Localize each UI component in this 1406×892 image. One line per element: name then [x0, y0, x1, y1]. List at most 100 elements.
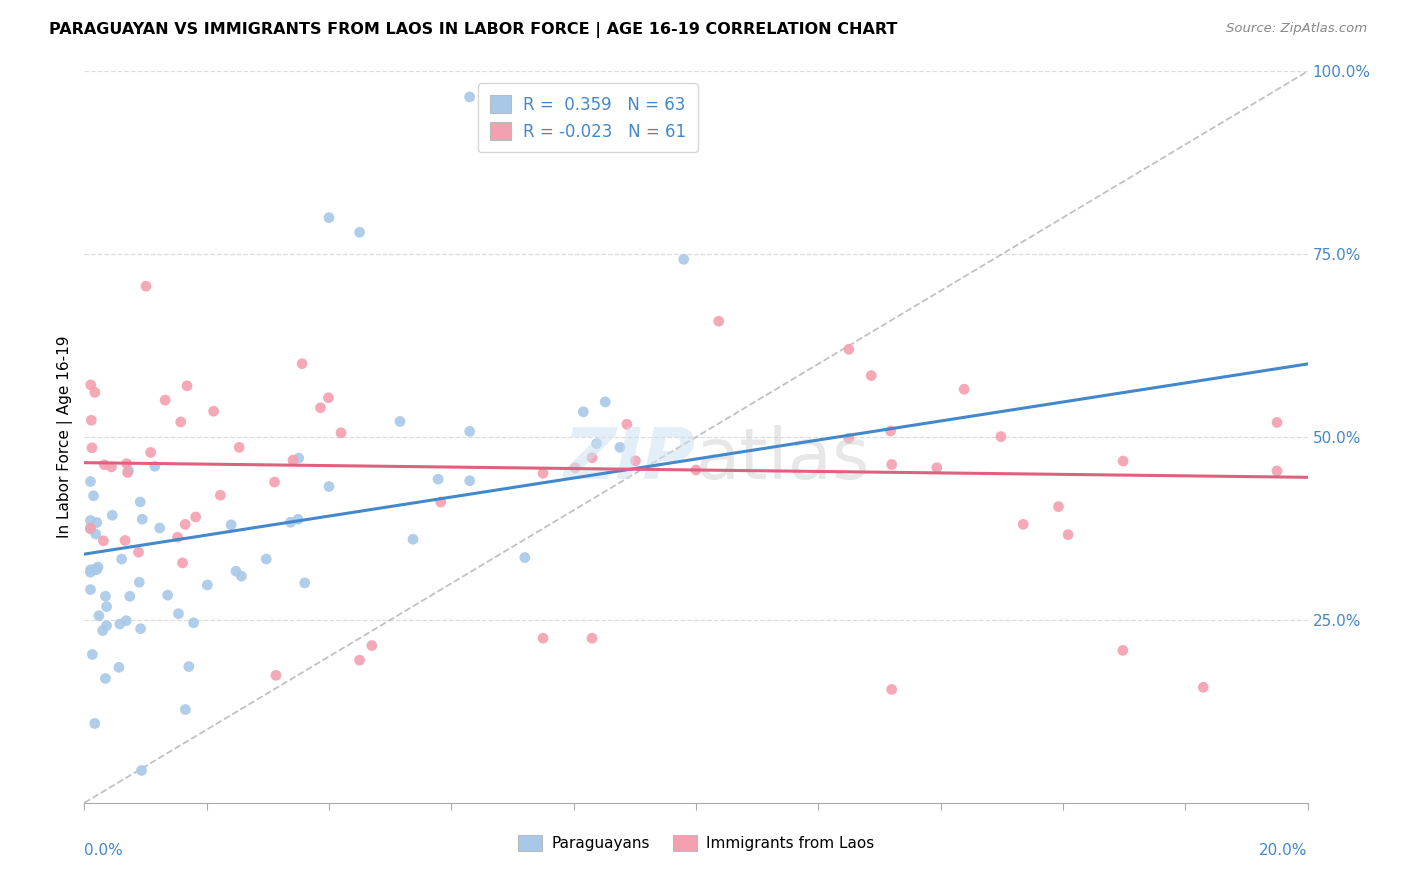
- Point: [167, 607, 190, 621]
- Point: [82, 648, 104, 662]
- Point: [349, 225, 371, 239]
- Point: [838, 431, 860, 445]
- Point: [624, 454, 647, 468]
- Point: [581, 450, 603, 465]
- Point: [117, 466, 139, 480]
- Point: [609, 440, 631, 454]
- Point: [115, 457, 138, 471]
- Point: [117, 464, 139, 478]
- Point: [228, 441, 250, 455]
- Point: [672, 252, 695, 267]
- Point: [564, 461, 586, 475]
- Point: [513, 550, 536, 565]
- Point: [572, 405, 595, 419]
- Point: [990, 429, 1012, 443]
- Point: [458, 90, 481, 104]
- Point: [429, 495, 451, 509]
- Point: [280, 515, 302, 529]
- Point: [287, 512, 309, 526]
- Point: [100, 459, 122, 474]
- Point: [1012, 517, 1035, 532]
- Point: [83, 385, 105, 400]
- Point: [707, 314, 730, 328]
- Point: [458, 474, 481, 488]
- Point: [96, 599, 118, 614]
- Point: [94, 589, 117, 603]
- Point: [287, 451, 309, 466]
- Point: [170, 415, 193, 429]
- Point: [108, 660, 131, 674]
- Point: [80, 378, 103, 392]
- Point: [79, 563, 101, 577]
- Point: [838, 343, 860, 357]
- Point: [83, 562, 105, 576]
- Point: [209, 488, 232, 502]
- Point: [231, 569, 253, 583]
- Point: [96, 618, 118, 632]
- Point: [1265, 464, 1288, 478]
- Point: [531, 467, 554, 481]
- Point: [83, 489, 105, 503]
- Point: [1192, 681, 1215, 695]
- Point: [879, 424, 901, 438]
- Point: [349, 653, 371, 667]
- Point: [1057, 527, 1080, 541]
- Point: [128, 575, 150, 590]
- Point: [139, 445, 162, 459]
- Point: [219, 517, 242, 532]
- Point: [291, 357, 314, 371]
- Point: [184, 510, 207, 524]
- Point: [616, 417, 638, 432]
- Point: [87, 560, 110, 574]
- Text: 0.0%: 0.0%: [84, 843, 124, 858]
- Point: [79, 522, 101, 536]
- Point: [880, 458, 903, 472]
- Point: [79, 514, 101, 528]
- Point: [110, 552, 132, 566]
- Point: [166, 530, 188, 544]
- Point: [183, 615, 205, 630]
- Point: [318, 391, 340, 405]
- Point: [294, 575, 316, 590]
- Point: [143, 459, 166, 474]
- Point: [177, 659, 200, 673]
- Point: [264, 668, 287, 682]
- Point: [318, 479, 340, 493]
- Point: [129, 622, 152, 636]
- Point: [309, 401, 332, 415]
- Point: [80, 441, 103, 455]
- Point: [108, 617, 131, 632]
- Point: [953, 382, 976, 396]
- Point: [281, 453, 304, 467]
- Point: [176, 378, 198, 392]
- Point: [115, 614, 138, 628]
- Point: [531, 632, 554, 646]
- Point: [202, 404, 225, 418]
- Point: [131, 512, 153, 526]
- Point: [129, 495, 152, 509]
- Point: [174, 517, 197, 532]
- Point: [925, 460, 948, 475]
- Point: [149, 521, 172, 535]
- Point: [114, 533, 136, 548]
- Text: 20.0%: 20.0%: [1260, 843, 1308, 858]
- Point: [174, 702, 197, 716]
- Point: [79, 475, 101, 489]
- Point: [91, 624, 114, 638]
- Point: [93, 458, 115, 472]
- Point: [585, 436, 607, 450]
- Point: [360, 639, 382, 653]
- Text: PARAGUAYAN VS IMMIGRANTS FROM LAOS IN LABOR FORCE | AGE 16-19 CORRELATION CHART: PARAGUAYAN VS IMMIGRANTS FROM LAOS IN LA…: [49, 22, 897, 38]
- Point: [80, 413, 103, 427]
- Point: [131, 764, 153, 778]
- Point: [79, 521, 101, 535]
- Point: [84, 527, 107, 541]
- Text: atlas: atlas: [696, 425, 870, 493]
- Point: [388, 414, 411, 428]
- Point: [83, 716, 105, 731]
- Point: [427, 472, 450, 486]
- Point: [79, 582, 101, 597]
- Point: [880, 682, 903, 697]
- Point: [94, 672, 117, 686]
- Point: [593, 395, 616, 409]
